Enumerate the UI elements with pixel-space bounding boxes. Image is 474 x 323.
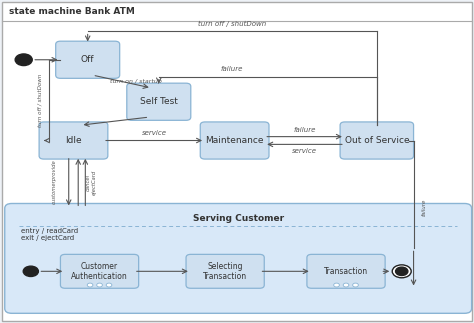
Text: turn off / shutDown: turn off / shutDown (37, 74, 43, 127)
Text: failure: failure (220, 66, 243, 72)
Text: ejectCard: ejectCard (91, 170, 97, 195)
FancyBboxPatch shape (340, 122, 413, 159)
Text: Self Test: Self Test (140, 97, 178, 106)
Text: turn off / shutDown: turn off / shutDown (198, 21, 266, 27)
Circle shape (106, 283, 112, 287)
Text: Serving Customer: Serving Customer (192, 214, 284, 223)
Text: cancel: cancel (85, 173, 91, 191)
Circle shape (23, 266, 38, 276)
FancyBboxPatch shape (307, 255, 385, 288)
FancyBboxPatch shape (61, 255, 138, 288)
Text: Out of Service: Out of Service (345, 136, 409, 145)
FancyBboxPatch shape (186, 255, 264, 288)
FancyBboxPatch shape (2, 2, 472, 321)
Text: Idle: Idle (65, 136, 82, 145)
Text: Selecting
Transaction: Selecting Transaction (203, 262, 247, 281)
FancyBboxPatch shape (5, 203, 472, 313)
Circle shape (97, 283, 102, 287)
Text: customerprovide: customerprovide (52, 160, 57, 204)
FancyBboxPatch shape (56, 41, 119, 78)
Text: entry / readCard
exit / ejectCard: entry / readCard exit / ejectCard (21, 228, 79, 241)
Text: failure: failure (422, 198, 427, 216)
Text: Off: Off (81, 55, 94, 64)
Circle shape (395, 267, 408, 276)
Text: turn on / startup: turn on / startup (110, 79, 162, 84)
Text: service: service (142, 130, 166, 136)
Text: state machine Bank ATM: state machine Bank ATM (9, 7, 136, 16)
Text: failure: failure (293, 127, 316, 132)
Circle shape (353, 283, 358, 287)
Circle shape (334, 283, 339, 287)
Circle shape (15, 54, 32, 66)
Text: Transaction: Transaction (324, 267, 368, 276)
Circle shape (392, 265, 411, 278)
Text: Customer
Authentication: Customer Authentication (71, 262, 128, 281)
Text: Maintenance: Maintenance (205, 136, 264, 145)
FancyBboxPatch shape (200, 122, 269, 159)
Circle shape (343, 283, 349, 287)
Text: service: service (292, 149, 317, 154)
Circle shape (87, 283, 93, 287)
FancyBboxPatch shape (127, 83, 191, 120)
FancyBboxPatch shape (39, 122, 108, 159)
